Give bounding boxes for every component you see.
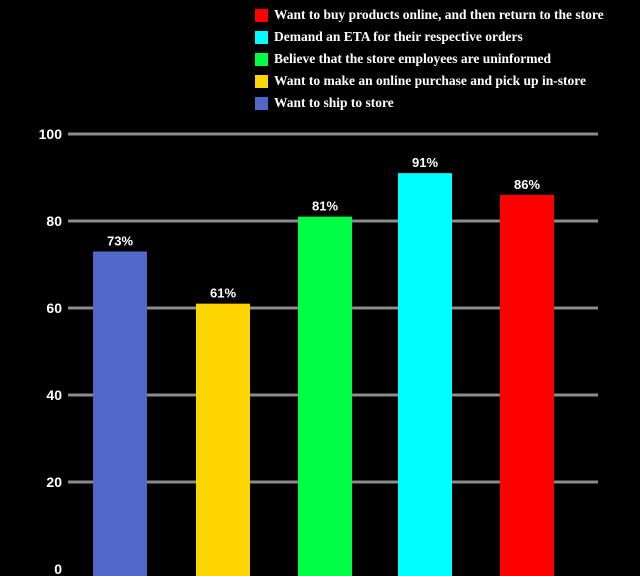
legend-item: Believe that the store employees are uni… [255, 48, 604, 70]
legend-item: Want to ship to store [255, 92, 604, 114]
legend-label: Want to make an online purchase and pick… [274, 73, 586, 88]
data-label: 81% [312, 199, 338, 214]
legend-swatch [255, 74, 268, 88]
legend-label: Want to buy products online, and then re… [274, 7, 604, 22]
legend-swatch [255, 8, 268, 22]
legend-swatch [255, 30, 268, 44]
data-label: 91% [412, 155, 438, 170]
y-tick-label: 20 [46, 474, 62, 490]
legend-label: Want to ship to store [274, 95, 394, 110]
data-label: 73% [107, 233, 133, 248]
bar [93, 251, 147, 576]
legend-label: Believe that the store employees are uni… [274, 51, 551, 66]
legend-item: Demand an ETA for their respective order… [255, 26, 604, 48]
bar [298, 216, 352, 576]
bar [500, 194, 554, 576]
data-label: 61% [210, 286, 236, 301]
y-tick-label: 80 [46, 213, 62, 229]
legend-swatch [255, 96, 268, 110]
bar [196, 303, 250, 576]
y-tick-label: 100 [39, 126, 63, 142]
legend-swatch [255, 52, 268, 66]
y-tick-label: 60 [46, 300, 62, 316]
y-tick-label: 40 [46, 387, 62, 403]
bar [398, 173, 452, 576]
legend-label: Demand an ETA for their respective order… [274, 29, 523, 44]
legend-item: Want to make an online purchase and pick… [255, 70, 604, 92]
legend: Want to buy products online, and then re… [255, 4, 604, 114]
data-label: 86% [514, 177, 540, 192]
legend-item: Want to buy products online, and then re… [255, 4, 604, 26]
y-tick-label: 0 [54, 561, 62, 576]
